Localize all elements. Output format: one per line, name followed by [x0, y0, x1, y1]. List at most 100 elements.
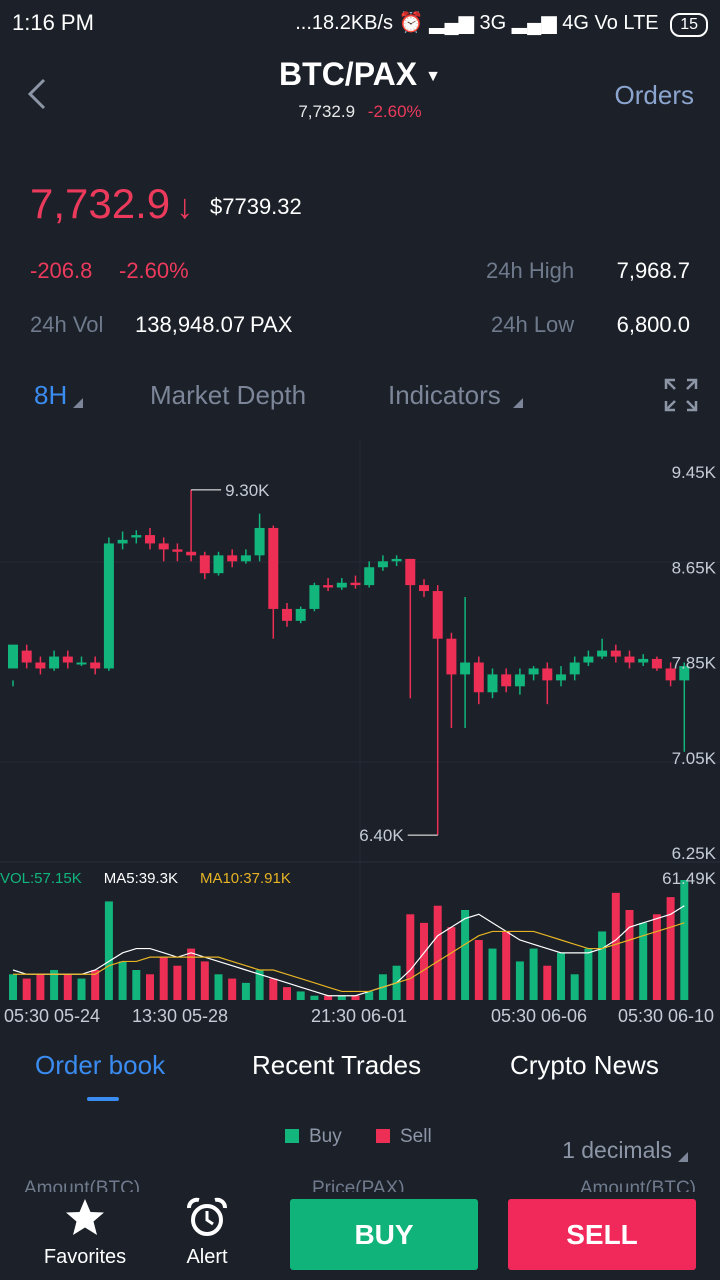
- candle-body: [295, 608, 306, 621]
- alert-button[interactable]: Alert: [157, 1196, 257, 1269]
- ma5-line: [12, 905, 685, 997]
- volume-bar: [187, 948, 196, 1000]
- candle-body: [460, 662, 471, 675]
- network-indicators: ...18.2KB/s ⏰ ▂▄▆ 3G ▂▄▆ 4G Vo LTE: [295, 12, 659, 34]
- sell-legend-label: Sell: [400, 1126, 432, 1147]
- decimals-select[interactable]: 1 decimals: [562, 1137, 688, 1164]
- candle-body: [323, 585, 334, 588]
- min-price-label: 6.40K: [359, 826, 404, 845]
- price-tick-label: 8.65K: [672, 558, 717, 577]
- usd-price: $7739.32: [210, 194, 302, 219]
- orders-link[interactable]: Orders: [614, 80, 694, 110]
- volume-bar: [200, 961, 209, 1000]
- volume-bar: [420, 922, 428, 1000]
- candle: [624, 650, 635, 669]
- candle: [542, 662, 553, 705]
- candle: [145, 527, 155, 550]
- change-pct: -2.60%: [119, 258, 189, 283]
- candle: [295, 606, 306, 624]
- indicators-label: Indicators: [388, 380, 501, 410]
- buy-button[interactable]: BUY: [290, 1199, 478, 1270]
- candle-body: [131, 535, 142, 538]
- candle-body: [487, 674, 498, 693]
- time-tick-label: 05:30 05-24: [4, 1006, 100, 1026]
- candle: [679, 662, 690, 752]
- vol-label: 24h Vol: [30, 312, 104, 337]
- battery-icon: 15: [670, 13, 708, 37]
- candle: [131, 530, 142, 544]
- candle: [501, 668, 512, 693]
- header-subprice: 7,732.9 -2.60%: [0, 102, 720, 122]
- candle-body: [610, 650, 621, 657]
- candle-body: [49, 656, 60, 669]
- time-axis: 05:30 05-24 13:30 05-28 21:30 06-01 05:30 0…: [4, 1006, 714, 1026]
- pair-selector[interactable]: BTC/PAX ▼: [0, 56, 720, 93]
- volume-bar: [529, 948, 538, 1000]
- volume-bar: [50, 970, 59, 1000]
- header-price: 7,732.9: [298, 102, 356, 121]
- volume-bar: [639, 922, 648, 1000]
- volume-bar: [91, 970, 100, 1000]
- chevron-down-icon: ▼: [425, 67, 441, 85]
- candle-body: [624, 656, 635, 663]
- last-price-value: 7,732.9: [30, 180, 171, 227]
- volume-bar: [584, 948, 593, 1000]
- favorites-button[interactable]: Favorites: [35, 1196, 135, 1269]
- tab-market-depth[interactable]: Market Depth: [150, 380, 307, 410]
- volume-bar: [461, 910, 470, 1000]
- candle-body: [364, 567, 375, 586]
- volume-bar: [146, 974, 154, 1000]
- volume-bar: [515, 961, 524, 1000]
- volume-bar: [557, 952, 565, 1000]
- tab-indicators[interactable]: Indicators: [388, 380, 523, 411]
- candle-body: [199, 555, 210, 574]
- alert-label: Alert: [186, 1246, 228, 1268]
- volume-bar: [433, 905, 442, 1000]
- fullscreen-icon[interactable]: [664, 378, 698, 412]
- decimals-label: 1 decimals: [562, 1137, 672, 1163]
- volume-bar: [283, 987, 291, 1000]
- legend-sell: Sell: [376, 1126, 432, 1148]
- volume-bar: [543, 965, 552, 1000]
- tab-recent-trades[interactable]: Recent Trades: [252, 1050, 422, 1080]
- candle: [432, 585, 443, 836]
- low-label: 24h Low: [491, 312, 575, 337]
- status-indicators: ...18.2KB/s ⏰ ▂▄▆ 3G ▂▄▆ 4G Vo LTE 15: [295, 10, 708, 37]
- time-tick-label: 05:30 06-10: [618, 1006, 714, 1026]
- volume-bar: [296, 991, 305, 1000]
- candle-body: [282, 608, 292, 621]
- candle: [76, 656, 87, 667]
- tab-crypto-news[interactable]: Crypto News: [510, 1050, 659, 1080]
- header-change: -2.60%: [367, 102, 422, 121]
- volume-bar: [652, 914, 661, 1000]
- sell-button[interactable]: SELL: [508, 1199, 696, 1270]
- candle: [172, 543, 183, 562]
- candle-body: [432, 591, 443, 639]
- status-time: 1:16 PM: [12, 10, 94, 35]
- tab-interval[interactable]: 8H: [34, 380, 84, 411]
- active-tab-indicator: [87, 1097, 119, 1101]
- price-axis: 9.45K 8.65K 7.85K 7.05K 6.25K 61.49K: [662, 463, 717, 888]
- dropdown-triangle-icon: [678, 1152, 688, 1162]
- candle: [158, 537, 169, 562]
- volume-bar: [77, 978, 86, 1000]
- back-icon[interactable]: [22, 76, 52, 112]
- candle: [323, 577, 334, 592]
- chart-grid: [0, 440, 720, 1000]
- candle: [569, 656, 580, 681]
- volume-bar: [666, 897, 675, 1000]
- candlestick-chart[interactable]: 9.45K 8.65K 7.85K 7.05K 6.25K 61.49K 05:30 05…: [0, 430, 720, 1040]
- candle-body: [583, 656, 594, 663]
- favorites-label: Favorites: [43, 1246, 127, 1268]
- interval-label: 8H: [34, 380, 68, 410]
- tab-order-book[interactable]: Order book: [35, 1050, 166, 1080]
- volume-bar: [269, 978, 278, 1000]
- candle-body: [377, 561, 388, 568]
- candle-body: [35, 662, 46, 669]
- candle: [638, 654, 649, 667]
- candle-body: [62, 656, 73, 663]
- price-tick-label: 7.85K: [672, 654, 717, 673]
- time-tick-label: 13:30 05-28: [132, 1006, 228, 1026]
- volume-bar: [310, 995, 319, 1000]
- candle-body: [679, 666, 690, 681]
